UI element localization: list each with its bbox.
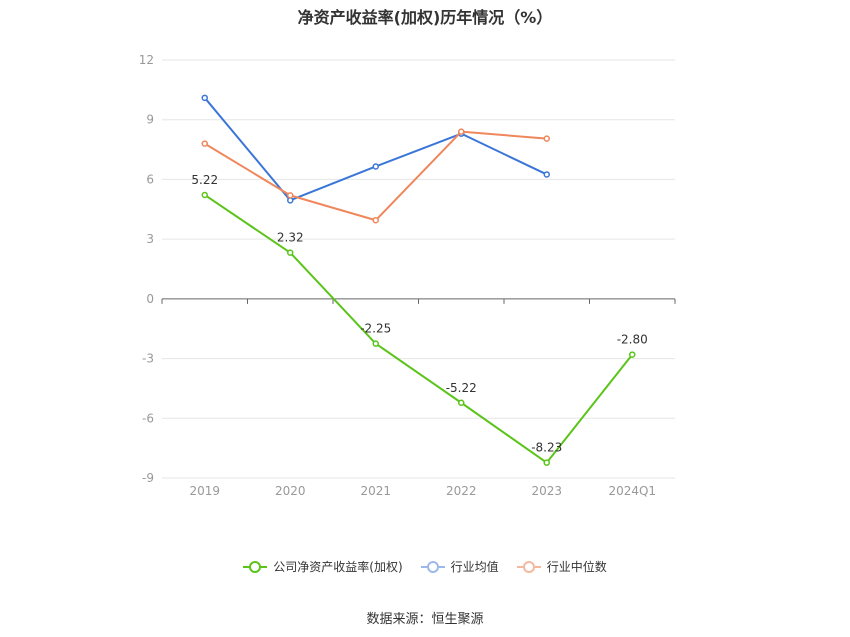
y-tick-label: 12 bbox=[139, 53, 154, 67]
series-line bbox=[204, 130, 547, 222]
data-label: -8.23 bbox=[531, 441, 562, 455]
data-point bbox=[458, 399, 465, 407]
y-tick-label: 0 bbox=[146, 292, 154, 306]
legend-item-industry-mean[interactable]: 行业均值 bbox=[420, 558, 499, 575]
y-tick-label: -3 bbox=[142, 352, 154, 366]
data-point bbox=[201, 140, 208, 147]
x-tick-label: 2019 bbox=[189, 484, 220, 498]
legend-marker-company-icon bbox=[243, 560, 268, 573]
data-point bbox=[458, 128, 465, 135]
legend-label-industry-mean: 行业均值 bbox=[450, 560, 499, 574]
data-point bbox=[287, 249, 294, 256]
data-label: 2.32 bbox=[277, 231, 304, 245]
data-point bbox=[201, 94, 208, 102]
data-label: -5.22 bbox=[446, 381, 477, 395]
x-tick-label: 2023 bbox=[531, 484, 562, 498]
data-label: 5.22 bbox=[191, 173, 218, 187]
data-point bbox=[287, 192, 294, 199]
legend-marker-industry-mean-icon bbox=[420, 560, 445, 573]
x-tick-label: 2021 bbox=[360, 484, 391, 498]
y-tick-label: -9 bbox=[142, 471, 154, 485]
source-text: 数据来源：恒生聚源 bbox=[366, 612, 484, 627]
x-tick-label: 2020 bbox=[275, 484, 306, 498]
x-tick-label: 2024Q1 bbox=[608, 484, 656, 498]
data-point bbox=[543, 171, 550, 178]
data-point bbox=[372, 216, 379, 224]
legend-label-industry-median: 行业中位数 bbox=[546, 560, 607, 574]
data-point bbox=[543, 135, 550, 142]
x-tick-label: 2022 bbox=[446, 484, 477, 498]
y-tick-label: 6 bbox=[146, 172, 154, 186]
data-point bbox=[543, 459, 550, 466]
series-line bbox=[203, 97, 548, 202]
legend: 公司净资产收益率(加权) 行业均值 行业中位数 bbox=[0, 558, 850, 575]
data-point bbox=[372, 340, 379, 347]
series-line bbox=[204, 194, 634, 464]
legend-label-company: 公司净资产收益率(加权) bbox=[273, 560, 403, 574]
data-point bbox=[629, 351, 636, 358]
data-point bbox=[201, 191, 208, 199]
y-tick-label: -6 bbox=[142, 411, 154, 425]
chart-title: 净资产收益率(加权)历年情况（%） bbox=[297, 8, 553, 27]
data-label: -2.25 bbox=[360, 322, 391, 336]
y-tick-label: 9 bbox=[146, 113, 154, 127]
legend-item-company[interactable]: 公司净资产收益率(加权) bbox=[243, 558, 403, 575]
legend-marker-industry-median-icon bbox=[516, 560, 541, 573]
data-label: -2.80 bbox=[617, 333, 648, 347]
legend-item-industry-median[interactable]: 行业中位数 bbox=[516, 558, 607, 575]
y-tick-label: 3 bbox=[146, 232, 154, 246]
data-point bbox=[372, 163, 379, 170]
